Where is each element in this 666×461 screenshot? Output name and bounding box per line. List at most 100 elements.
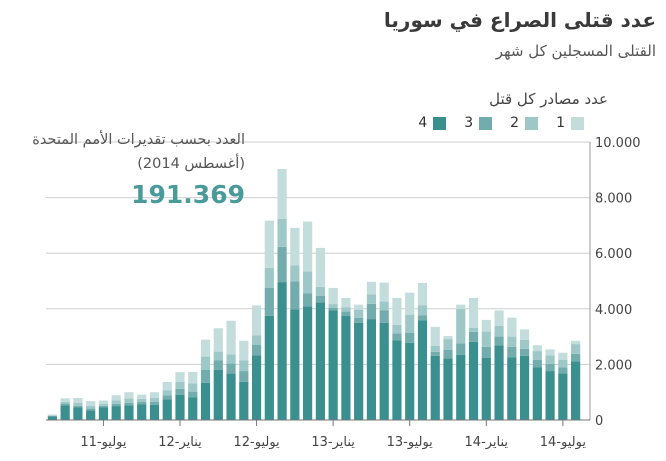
bar-3	[571, 353, 581, 362]
bar-2	[226, 354, 236, 364]
bar-2	[200, 356, 211, 370]
bar-3	[405, 332, 415, 343]
bar-4	[149, 404, 160, 420]
bar-2	[341, 307, 351, 312]
bar-2	[162, 390, 172, 396]
bar-2	[149, 398, 160, 402]
bar-1	[149, 392, 160, 399]
bar-2	[354, 309, 364, 318]
bar-1	[430, 326, 440, 346]
bar-4	[571, 361, 581, 420]
bar-2	[277, 218, 287, 247]
bar-1	[341, 297, 351, 308]
bar-4	[175, 394, 185, 420]
annotation-value: 191.369	[131, 180, 245, 209]
bar-4	[98, 407, 109, 420]
bar-1	[277, 168, 287, 219]
bar-4	[405, 342, 415, 420]
bar-4	[481, 358, 491, 420]
bar-1	[137, 394, 147, 399]
legend-label-3: 3	[464, 115, 474, 131]
bar-2	[379, 301, 389, 311]
bar-3	[226, 363, 236, 374]
bar-4	[47, 416, 57, 420]
annotation-text: العدد بحسب تقديرات الأمم المتحدة (أغسطس …	[32, 132, 245, 172]
bar-3	[149, 401, 160, 405]
y-tick-label: 0	[595, 414, 603, 429]
bar-4	[137, 404, 147, 420]
bar-1	[226, 320, 236, 355]
y-tick-label: 4.000	[595, 303, 632, 318]
bar-2	[98, 403, 109, 406]
bar-1	[290, 227, 300, 266]
bar-2	[124, 398, 134, 403]
bar-2	[430, 345, 440, 352]
bar-2	[73, 402, 83, 406]
bar-2	[290, 265, 300, 282]
bar-2	[111, 400, 121, 404]
bar-3	[519, 348, 530, 356]
bar-4	[354, 322, 364, 420]
bar-2	[175, 381, 185, 389]
bar-2	[86, 405, 96, 409]
bar-4	[277, 282, 287, 420]
bar-4	[532, 367, 542, 420]
bar-1	[98, 400, 109, 404]
bar-1	[175, 372, 185, 382]
bar-4	[124, 405, 134, 420]
bar-3	[188, 391, 198, 398]
bar-1	[417, 282, 428, 306]
bar-1	[213, 328, 223, 352]
legend-swatch-3	[479, 116, 493, 130]
bar-1	[571, 340, 581, 345]
x-tick-label: يوليو-14	[540, 435, 587, 450]
bar-2	[328, 304, 338, 308]
bar-2	[443, 339, 453, 350]
bar-1	[251, 305, 262, 336]
bar-3	[303, 293, 313, 307]
bar-1	[366, 281, 377, 295]
bar-4	[430, 355, 440, 420]
bar-3	[315, 296, 325, 303]
bar-2	[366, 294, 377, 304]
y-tick-label: 6.000	[595, 247, 632, 262]
chart-title: عدد قتلى الصراع في سوريا	[383, 8, 656, 32]
legend-item-4: 4	[418, 115, 447, 131]
bar-3	[290, 281, 300, 310]
x-tick-label: يناير-14	[465, 435, 509, 450]
bar-2	[188, 383, 198, 392]
bar-2	[239, 360, 249, 372]
bar-4	[213, 369, 223, 420]
bar-1	[162, 381, 172, 391]
legend-item-1: 1	[556, 115, 584, 131]
bar-3	[137, 401, 147, 405]
legend-swatch-2	[525, 116, 539, 130]
bar-3	[341, 311, 351, 317]
bar-3	[456, 343, 466, 355]
bar-3	[507, 346, 517, 358]
bar-1	[303, 221, 313, 272]
bar-1	[558, 352, 568, 360]
bar-3	[239, 371, 249, 382]
bar-3	[417, 315, 428, 321]
bar-4	[341, 316, 351, 420]
bar-3	[73, 405, 83, 408]
bar-3	[430, 351, 440, 356]
bar-1	[494, 310, 504, 326]
bar-2	[507, 336, 517, 347]
legend-label-1: 1	[556, 115, 565, 131]
legend-swatch-1	[571, 116, 584, 130]
x-tick-label: يوليو-11	[80, 435, 127, 450]
bar-2	[468, 327, 479, 332]
bar-3	[60, 403, 70, 406]
bar-3	[162, 395, 172, 400]
bar-1	[124, 392, 134, 399]
bar-3	[443, 349, 453, 359]
bar-3	[354, 317, 364, 323]
bar-3	[111, 403, 121, 407]
bar-2	[303, 271, 313, 294]
bar-4	[366, 319, 377, 420]
y-tick-label: 2.000	[595, 358, 632, 373]
y-tick-label: 8.000	[595, 192, 632, 207]
bar-1	[507, 317, 517, 337]
